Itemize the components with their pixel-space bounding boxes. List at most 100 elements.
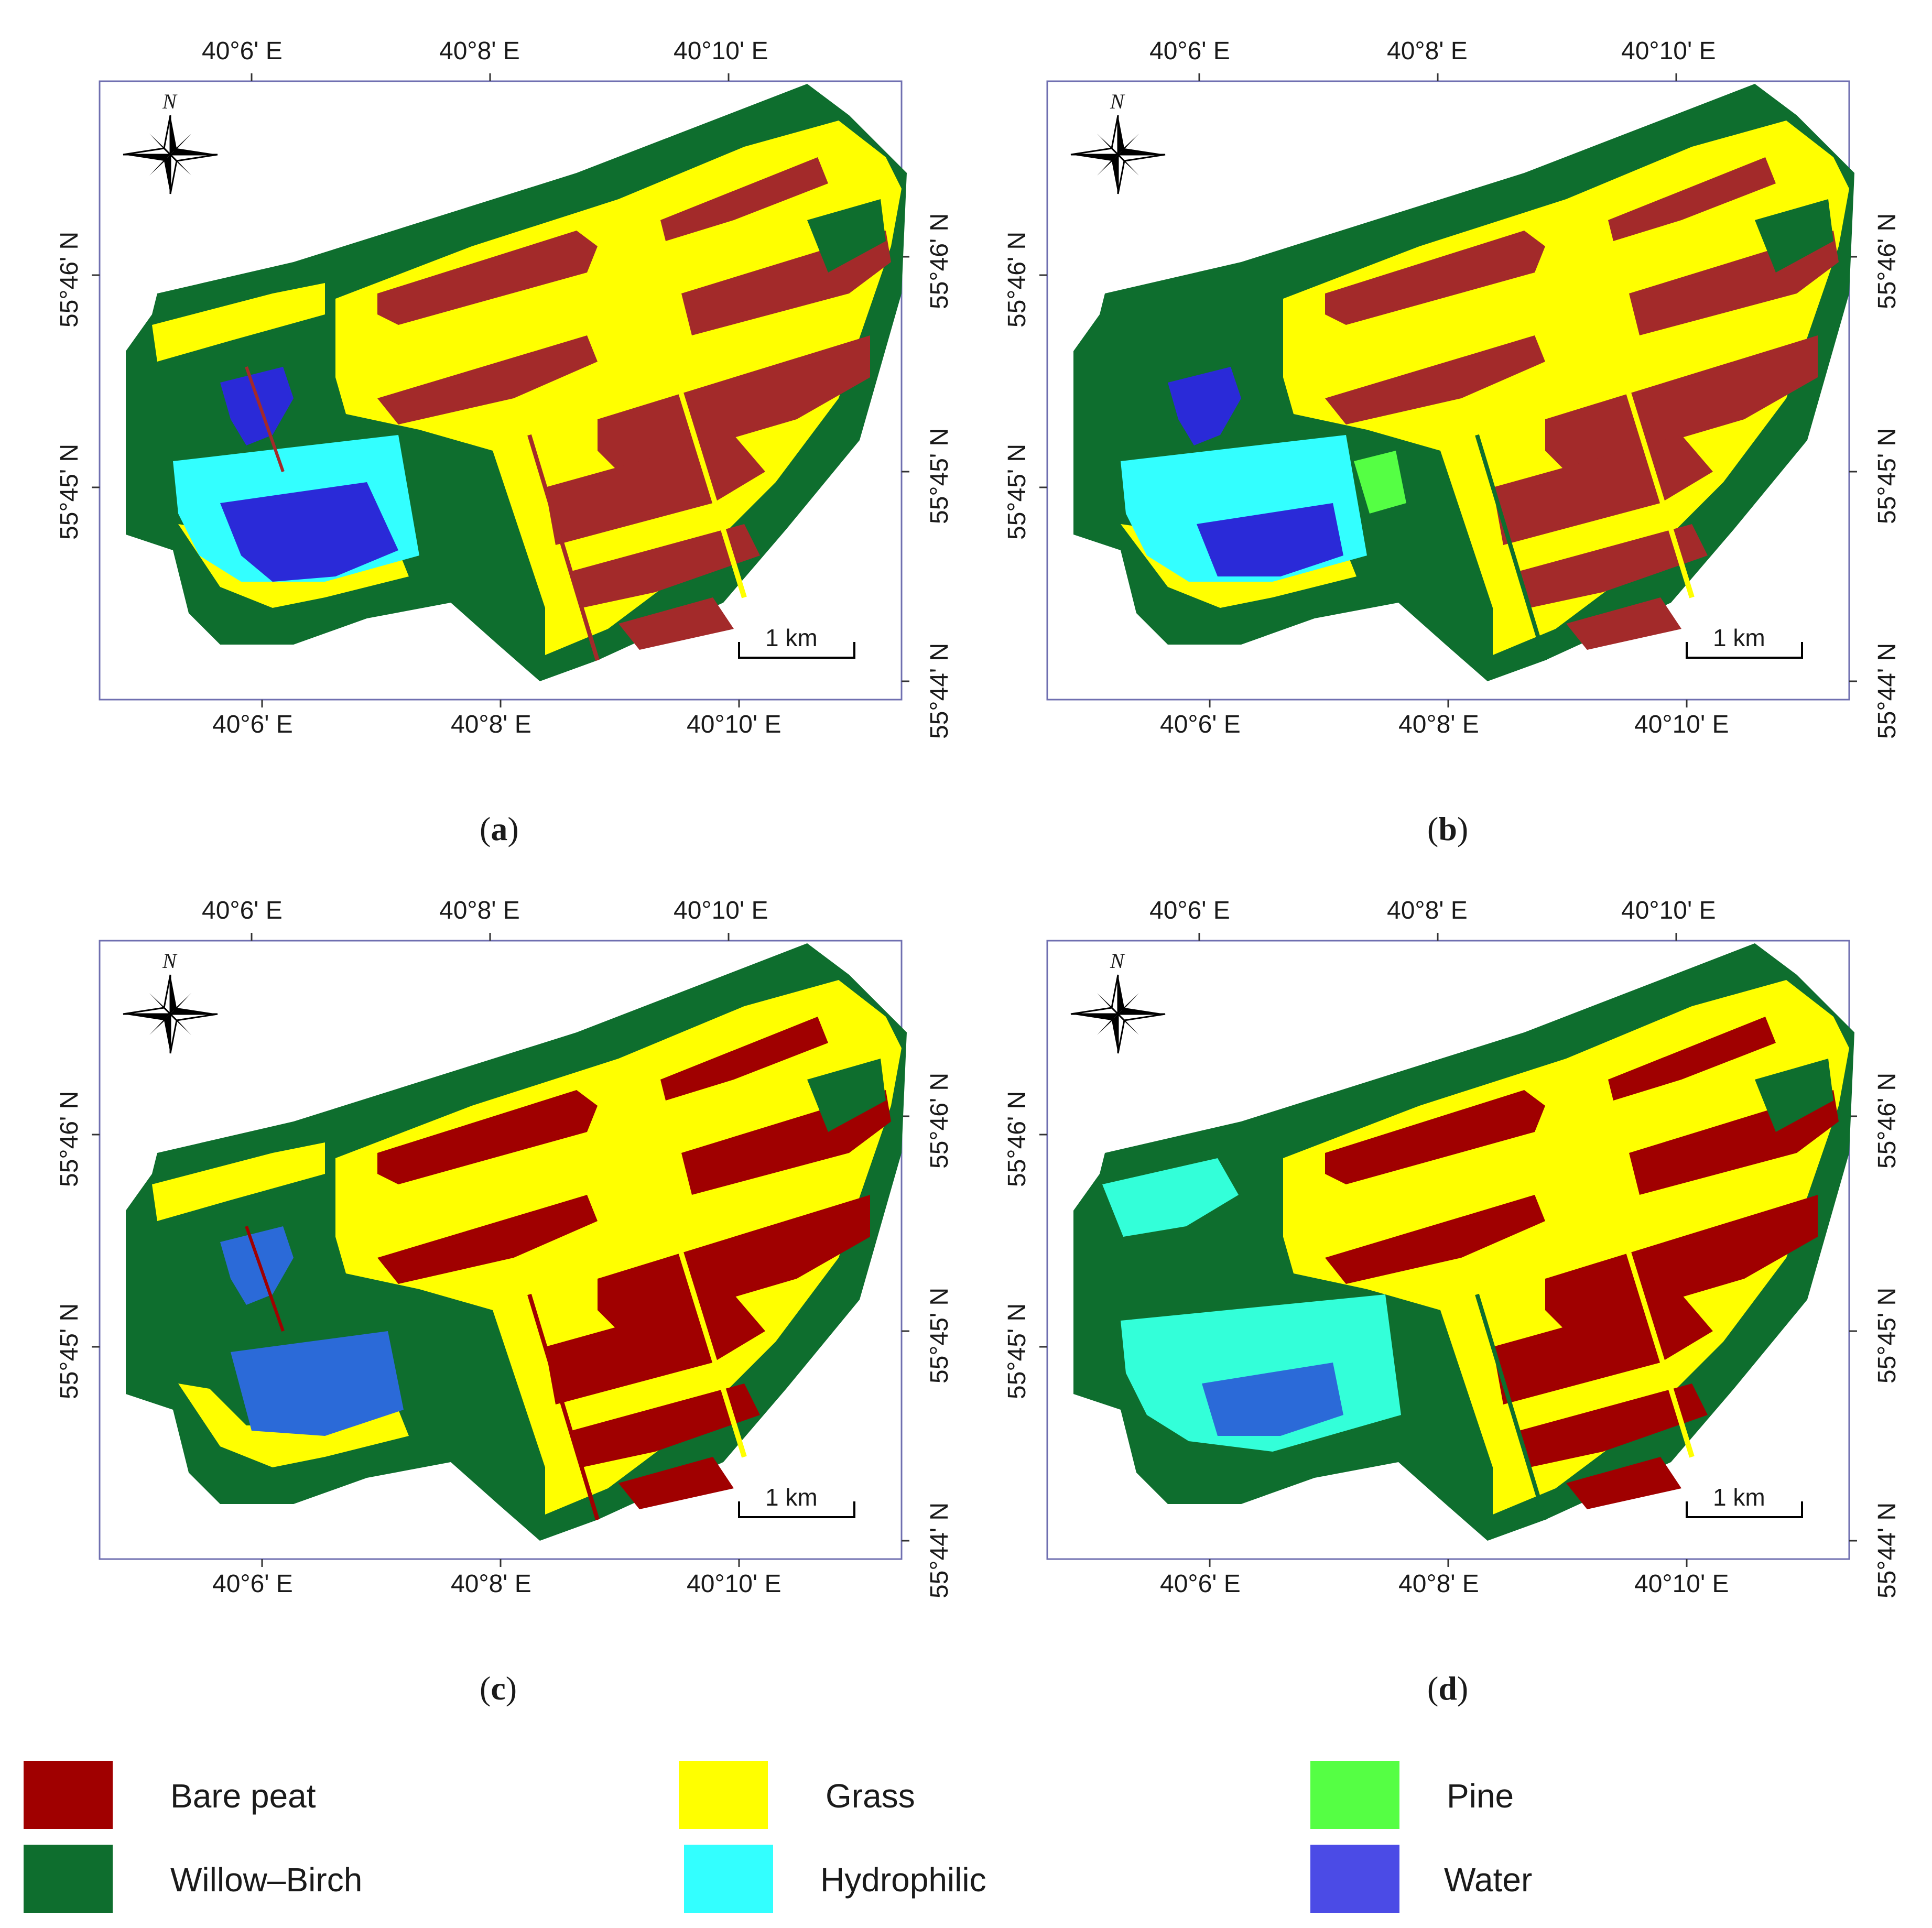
lon-tick-bottom: 40°10' E xyxy=(687,1570,782,1598)
scale-label: 1 km xyxy=(765,624,818,651)
classified-area xyxy=(126,943,907,1541)
willow-birch-patch-e xyxy=(807,199,886,273)
lon-tick-top: 40°6' E xyxy=(202,897,283,924)
lat-tick-right: 55°44' N xyxy=(926,1502,953,1598)
lon-tick-bottom: 40°10' E xyxy=(1634,711,1729,738)
legend-label: Grass xyxy=(826,1777,915,1815)
lat-tick-left: 55°45' N xyxy=(56,1303,83,1399)
lat-tick-left: 55°45' N xyxy=(56,443,83,540)
map-svg-a xyxy=(92,73,909,707)
water-area-sw xyxy=(220,482,398,582)
legend-swatch-grass xyxy=(679,1761,768,1829)
lon-tick-bottom: 40°6' E xyxy=(1160,711,1241,738)
map-svg-d xyxy=(1039,933,1857,1567)
lon-tick-top: 40°6' E xyxy=(1149,37,1230,65)
grass-patch-nw xyxy=(152,283,325,362)
lon-tick-top: 40°8' E xyxy=(439,37,520,65)
lon-tick-top: 40°10' E xyxy=(674,897,768,924)
lat-tick-left: 55°46' N xyxy=(1003,1091,1031,1187)
north-label: N xyxy=(162,949,177,973)
legend-label: Pine xyxy=(1447,1777,1514,1815)
north-arrow-icon xyxy=(123,115,218,194)
lat-tick-right: 55°44' N xyxy=(1873,1502,1901,1598)
lon-tick-bottom: 40°6' E xyxy=(212,1570,293,1598)
scale-bar xyxy=(1686,642,1803,659)
lat-tick-right: 55°45' N xyxy=(1873,1287,1901,1384)
bare-peat-5 xyxy=(598,335,870,472)
lat-tick-left: 55°46' N xyxy=(56,1091,83,1187)
north-label: N xyxy=(162,90,177,113)
lat-tick-right: 55°44' N xyxy=(1873,642,1901,739)
legend-label: Bare peat xyxy=(170,1777,316,1815)
lon-tick-top: 40°8' E xyxy=(1387,37,1468,65)
lat-tick-left: 55°46' N xyxy=(1003,231,1031,328)
legend-swatch-willow-birch xyxy=(24,1845,113,1913)
lon-tick-bottom: 40°8' E xyxy=(1398,711,1479,738)
lon-tick-top: 40°8' E xyxy=(1387,897,1468,924)
legend-label: Water xyxy=(1444,1861,1533,1899)
lon-tick-bottom: 40°8' E xyxy=(451,1570,531,1598)
lon-tick-bottom: 40°8' E xyxy=(451,711,531,738)
lon-tick-bottom: 40°6' E xyxy=(1160,1570,1241,1598)
north-label: N xyxy=(1110,949,1124,973)
lat-tick-right: 55°44' N xyxy=(926,642,953,739)
classified-area xyxy=(1073,943,1854,1541)
scale-bar xyxy=(1686,1501,1803,1518)
lon-tick-bottom: 40°6' E xyxy=(212,711,293,738)
lon-tick-bottom: 40°10' E xyxy=(687,711,782,738)
legend-swatch-pine xyxy=(1310,1761,1399,1829)
bare-peat-1 xyxy=(377,231,598,325)
scale-label: 1 km xyxy=(1713,624,1765,651)
legend-swatch-bare-peat xyxy=(24,1761,113,1829)
legend: Bare peat Grass Pine Willow–Birch Hydrop… xyxy=(0,1724,1932,1928)
lon-tick-top: 40°6' E xyxy=(1149,897,1230,924)
lat-tick-right: 55°45' N xyxy=(926,1287,953,1384)
panel-label-d: (d) xyxy=(1427,1670,1469,1707)
lon-tick-top: 40°10' E xyxy=(1621,37,1716,65)
bare-peat-2 xyxy=(660,157,828,241)
lon-tick-top: 40°6' E xyxy=(202,37,283,65)
lat-tick-right: 55°46' N xyxy=(926,213,953,309)
lat-tick-right: 55°46' N xyxy=(1873,213,1901,309)
map-svg-b xyxy=(1039,73,1857,707)
bare-peat-8 xyxy=(618,597,734,650)
north-label: N xyxy=(1110,90,1124,113)
north-arrow-icon xyxy=(1070,974,1166,1054)
map-panel-c: 40°6' E 40°8' E 40°10' E 40°6' E 40°8' E… xyxy=(0,859,966,1719)
lat-tick-right: 55°46' N xyxy=(1873,1072,1901,1169)
panel-label-a: (a) xyxy=(480,810,519,847)
lon-tick-top: 40°10' E xyxy=(674,37,768,65)
lon-tick-top: 40°10' E xyxy=(1621,897,1716,924)
map-panel-b: 40°6' E 40°8' E 40°10' E 40°6' E 40°8' E… xyxy=(966,0,1932,859)
panel-label-b: (b) xyxy=(1427,810,1469,847)
scale-bar xyxy=(738,642,855,659)
lat-tick-right: 55°45' N xyxy=(1873,428,1901,524)
classified-area xyxy=(126,84,907,681)
north-arrow-icon xyxy=(1070,115,1166,194)
map-svg-c xyxy=(92,933,909,1567)
bare-peat-7 xyxy=(571,524,760,608)
lon-tick-bottom: 40°8' E xyxy=(1398,1570,1479,1598)
grass-area xyxy=(335,121,902,655)
lat-tick-left: 55°45' N xyxy=(1003,1303,1031,1399)
scale-label: 1 km xyxy=(1713,1484,1765,1511)
lat-tick-left: 55°46' N xyxy=(56,231,83,328)
lon-tick-bottom: 40°10' E xyxy=(1634,1570,1729,1598)
map-panel-a: 40°6' E 40°8' E 40°10' E 40°6' E 40°8' E… xyxy=(0,0,966,859)
scale-label: 1 km xyxy=(765,1484,818,1511)
legend-swatch-water xyxy=(1310,1845,1399,1913)
classified-area xyxy=(1073,84,1854,681)
water-area-nw xyxy=(220,367,294,445)
north-arrow-icon xyxy=(123,974,218,1054)
legend-label: Hydrophilic xyxy=(820,1861,986,1899)
lat-tick-left: 55°45' N xyxy=(1003,443,1031,540)
lon-tick-top: 40°8' E xyxy=(439,897,520,924)
panel-label-c: (c) xyxy=(480,1670,517,1707)
legend-swatch-hydrophilic xyxy=(684,1845,773,1913)
legend-label: Willow–Birch xyxy=(170,1861,363,1899)
map-panel-d: 40°6' E 40°8' E 40°10' E 40°6' E 40°8' E… xyxy=(966,859,1932,1719)
bare-peat-6 xyxy=(545,435,765,545)
scale-bar xyxy=(738,1501,855,1518)
lat-tick-right: 55°45' N xyxy=(926,428,953,524)
bare-peat-3 xyxy=(377,335,598,424)
